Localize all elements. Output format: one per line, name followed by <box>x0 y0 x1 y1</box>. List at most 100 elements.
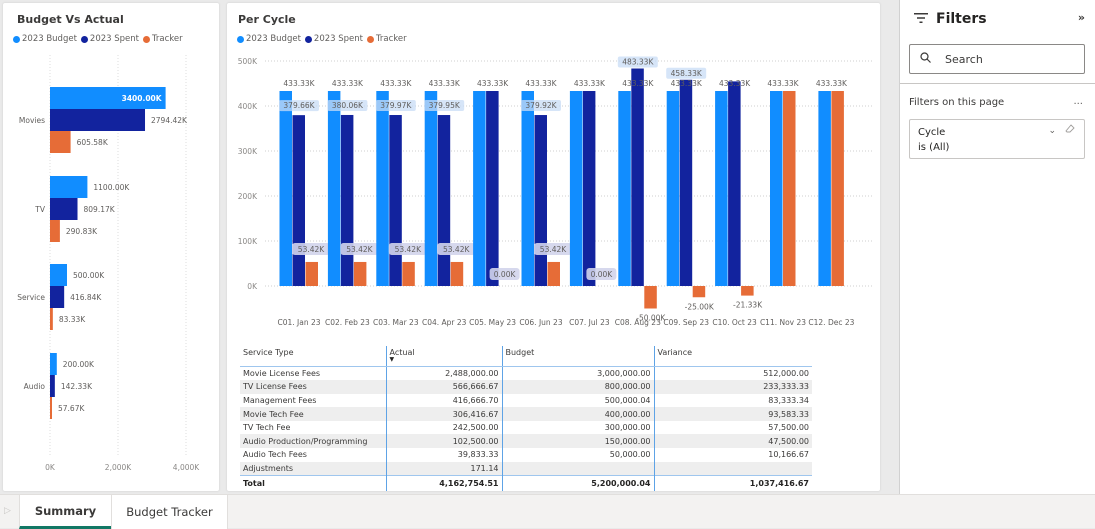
bar-budget[interactable] <box>50 87 166 109</box>
legend-dot <box>366 35 374 43</box>
legend-dot <box>237 35 244 43</box>
x-tick-label: C11. Nov 23 <box>760 318 806 327</box>
column-header-budget[interactable]: Budget <box>501 346 654 367</box>
budget-vs-actual-visual[interactable]: Budget Vs Actual 2023 Budget 2023 Spent … <box>3 3 219 491</box>
bar-tracker[interactable] <box>402 261 415 286</box>
legend-item-spent[interactable]: 2023 Spent <box>80 34 139 44</box>
x-tick-label: 4,000K <box>173 463 200 472</box>
bar-budget[interactable] <box>715 91 728 287</box>
bar-spent[interactable] <box>50 109 146 131</box>
bar-spent[interactable] <box>50 198 78 220</box>
data-label: 433.33K <box>525 79 557 88</box>
vertical-bar-chart[interactable]: 0K 100K 200K 300K 400K 500K 433.33K 379.66K 53.4… <box>227 3 880 343</box>
bar-spent[interactable] <box>486 91 499 287</box>
bar-budget[interactable] <box>424 91 438 287</box>
table-row[interactable]: TV Tech Fee 242,500.00 300,000.00 57,500.00 <box>240 420 812 435</box>
data-label-background <box>340 242 379 255</box>
x-tick-label: C10. Oct 23 <box>712 318 757 327</box>
search-placeholder: Search <box>945 52 983 66</box>
bar-spent[interactable] <box>728 81 741 286</box>
bar-tracker[interactable] <box>50 220 60 242</box>
legend-item-tracker[interactable]: Tracker <box>142 34 183 44</box>
bar-budget[interactable] <box>521 91 535 287</box>
bar-tracker[interactable] <box>50 397 52 419</box>
bar-spent[interactable] <box>679 79 693 287</box>
data-label-background <box>424 100 465 112</box>
tab-budget-tracker[interactable]: Budget Tracker <box>111 495 228 529</box>
bar-budget[interactable] <box>569 91 583 287</box>
bar-spent[interactable] <box>292 115 306 286</box>
table-row[interactable]: Management Fees 416,666.70 500,000.04 83,33… <box>240 393 812 408</box>
legend-item-tracker[interactable]: Tracker <box>366 34 407 44</box>
table-row[interactable]: Audio Production/Programming 102,500.00 15… <box>240 434 812 449</box>
eraser-icon[interactable] <box>1065 124 1075 140</box>
bar-spent[interactable] <box>50 375 55 397</box>
tab-summary[interactable]: Summary <box>19 495 111 529</box>
total-budget: 5,200,000.04 <box>501 474 654 492</box>
data-label: 83.33K <box>59 315 86 324</box>
column-header-variance[interactable]: Variance <box>653 346 812 367</box>
bar-tracker[interactable] <box>692 286 706 298</box>
legend-item-budget[interactable]: 2023 Budget <box>13 34 77 44</box>
bar-budget[interactable] <box>618 91 631 287</box>
data-label: 433.33K <box>332 79 364 88</box>
cell-service-type: Management Fees <box>243 395 317 405</box>
data-label: 605.58K <box>77 138 109 147</box>
bar-tracker[interactable] <box>644 286 657 309</box>
table-row[interactable]: TV License Fees 566,666.67 800,000.00 233,3… <box>240 380 812 394</box>
bar-tracker[interactable] <box>353 261 367 286</box>
report-canvas: Budget Vs Actual 2023 Budget 2023 Spent … <box>3 3 880 492</box>
bar-budget[interactable] <box>327 91 341 287</box>
bar-budget[interactable] <box>279 91 293 287</box>
column-header-actual[interactable]: Actual ▼ <box>385 346 502 367</box>
legend-item-budget[interactable]: 2023 Budget <box>237 34 301 44</box>
cell-service-type: Movie License Fees <box>243 369 321 379</box>
table-row[interactable]: Movie Tech Fee 306,416.67 400,000.00 93,583… <box>240 407 812 421</box>
bar-budget[interactable] <box>770 91 783 287</box>
collapse-filters-button[interactable]: » <box>1077 11 1085 24</box>
table-row[interactable]: Adjustments 171.14 <box>240 461 812 476</box>
bar-tracker[interactable] <box>741 286 754 296</box>
bar-budget[interactable] <box>666 91 680 287</box>
service-type-table[interactable]: Service Type Actual ▼ Budget Variance Mov… <box>240 346 812 492</box>
column-header-service-type[interactable]: Service Type <box>240 346 386 367</box>
bar-tracker[interactable] <box>50 308 53 330</box>
data-label: -50.00K <box>636 314 666 323</box>
bar-budget[interactable] <box>50 264 67 286</box>
bar-spent[interactable] <box>582 91 596 287</box>
data-label: 0.00K <box>494 270 517 279</box>
bar-tracker[interactable] <box>305 261 319 286</box>
legend-item-spent[interactable]: 2023 Spent <box>304 34 363 44</box>
data-label: 2794.42K <box>151 116 188 125</box>
bar-tracker[interactable] <box>783 91 796 287</box>
bar-tracker[interactable] <box>50 131 71 153</box>
bar-spent[interactable] <box>389 115 402 287</box>
bar-spent[interactable] <box>437 115 451 287</box>
cell-variance: 93,583.33 <box>653 407 812 421</box>
bar-tracker[interactable] <box>547 261 561 286</box>
horizontal-bar-chart[interactable]: 0K 2,000K 4,000K Movies 3400.00K 2794.42K 605.… <box>3 3 219 491</box>
bar-spent[interactable] <box>340 114 354 287</box>
bar-budget[interactable] <box>818 91 831 287</box>
more-options-button[interactable]: ... <box>1073 96 1083 107</box>
table-row[interactable]: Movie License Fees 2,488,000.00 3,000,000.… <box>240 366 812 381</box>
cell-service-type: TV License Fees <box>240 380 386 394</box>
bar-spent[interactable] <box>50 286 65 308</box>
bar-budget[interactable] <box>50 176 88 198</box>
data-label-background <box>521 100 561 112</box>
chevron-down-icon[interactable]: ⌄ <box>1048 126 1056 136</box>
bar-budget[interactable] <box>473 91 486 287</box>
visual-title: Per Cycle <box>238 13 296 26</box>
data-label: 379.92K <box>525 101 557 110</box>
bar-budget[interactable] <box>50 353 57 375</box>
bar-budget[interactable] <box>376 91 389 287</box>
bar-spent[interactable] <box>631 68 644 287</box>
bar-tracker[interactable] <box>450 261 464 286</box>
filters-search-input[interactable]: Search <box>909 44 1085 74</box>
scroll-tabs-left-icon[interactable]: ▷ <box>4 506 11 516</box>
bar-tracker[interactable] <box>831 91 844 287</box>
filter-card-cycle[interactable]: Cycle is (All) ⌄ <box>909 119 1085 159</box>
bar-spent[interactable] <box>534 115 548 286</box>
x-tick-label: C06. Jun 23 <box>519 318 562 327</box>
table-row[interactable]: Audio Tech Fees 39,833.33 50,000.00 10,166.… <box>240 448 812 462</box>
